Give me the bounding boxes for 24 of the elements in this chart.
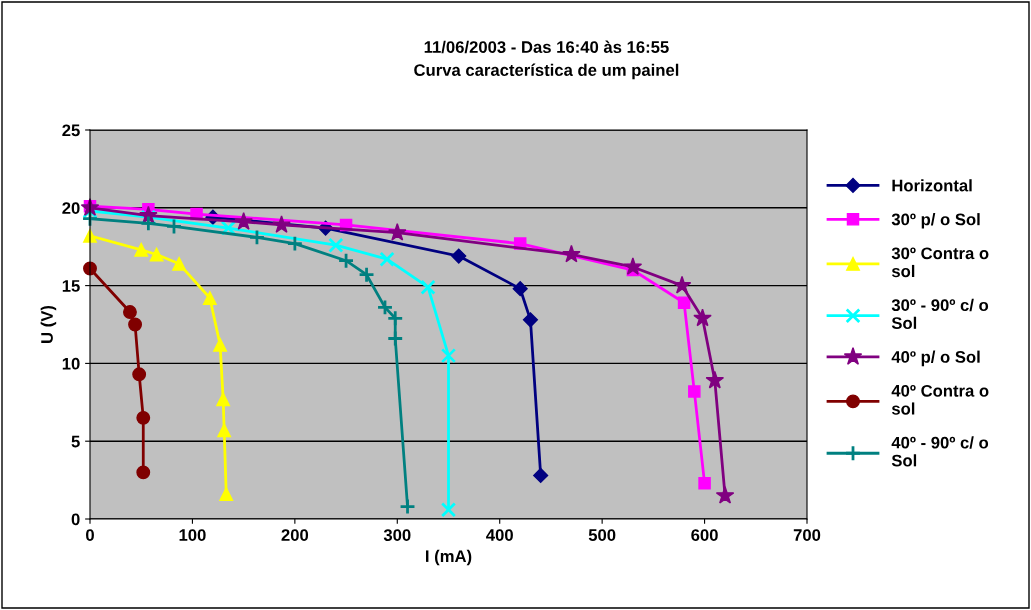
y-tick-label: 15 [62, 280, 80, 292]
y-tick-label: 5 [71, 435, 80, 448]
y-tick-label: 10 [62, 357, 80, 370]
x-tick-label: 100 [179, 529, 206, 541]
x-axis-title: I (mA) [426, 549, 472, 566]
legend-label: 30º - 90º c/ o Sol [891, 298, 989, 329]
x-tick-label: 400 [486, 529, 513, 541]
x-tick-label: 200 [281, 529, 309, 541]
legend-label: 40º Contra o sol [891, 384, 989, 415]
y-tick-label: 20 [62, 202, 80, 214]
x-tick-label: 700 [793, 529, 821, 541]
legend-label: Horizontal [892, 179, 972, 192]
legend-label: 40º - 90º c/ o Sol [891, 436, 989, 467]
x-tick-label: 500 [588, 529, 616, 541]
legend-label: 40º p/ o Sol [891, 350, 980, 367]
x-tick-label: 0 [86, 529, 94, 541]
y-tick-label: 0 [71, 513, 80, 526]
x-tick-label: 300 [383, 529, 411, 541]
y-axis-title: U (V) [40, 305, 57, 343]
legend-label: 30º Contra o sol [891, 247, 989, 278]
legend-label: 30º p/ o Sol [891, 213, 980, 229]
x-tick-label: 600 [691, 529, 718, 541]
chart-title: 11/06/2003 - Das 16:40 às 16:55 Curva característica de um painel [414, 40, 679, 80]
y-tick-label: 25 [62, 124, 80, 137]
